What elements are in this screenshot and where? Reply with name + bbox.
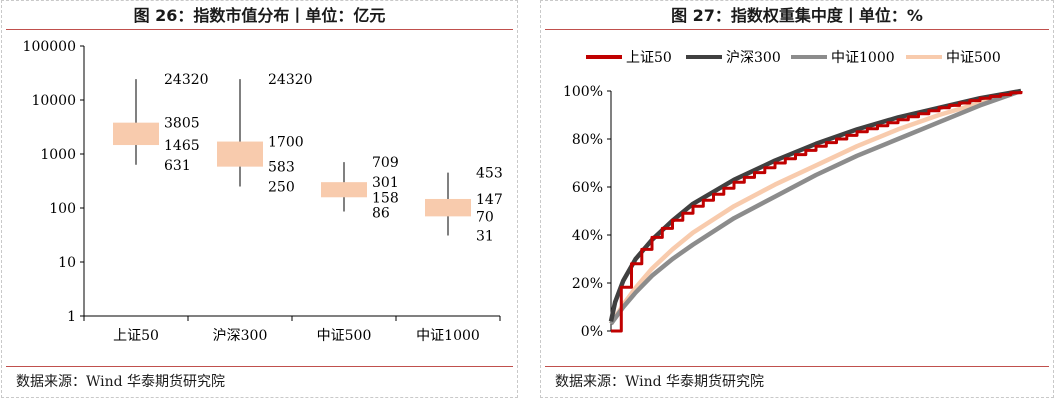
data-label: 631 (164, 158, 191, 174)
weight-concentration-panel: 图 27：指数权重集中度丨单位：% 0% 20% 40% 60% 80% 100% 上证50… (540, 0, 1054, 398)
data-label: 3805 (164, 116, 200, 132)
y-tick-label: 1 (67, 309, 76, 325)
x-tick-label: 中证1000 (416, 328, 480, 344)
y-tick-label: 20% (572, 276, 603, 292)
source-note: 数据来源：Wind 华泰期货研究院 (555, 374, 765, 390)
source-note: 数据来源：Wind 华泰期货研究院 (16, 374, 226, 390)
y-tick-label: 40% (572, 228, 603, 244)
box-body (217, 141, 263, 167)
legend-label: 沪深300 (726, 50, 781, 66)
data-label: 709 (372, 155, 399, 171)
data-label: 86 (372, 205, 390, 221)
data-label: 24320 (268, 72, 313, 88)
footer-rule (6, 366, 513, 367)
legend-label: 中证500 (946, 50, 1001, 66)
data-label: 1700 (268, 135, 304, 151)
footer-rule (545, 366, 1049, 367)
y-tick-label: 10000 (31, 93, 76, 109)
series-line-上证50 (611, 91, 1023, 333)
box-body (113, 122, 159, 146)
y-tick-label: 1000 (40, 147, 76, 163)
data-label: 147 (476, 192, 503, 208)
data-label: 31 (476, 228, 494, 244)
data-label: 24320 (164, 72, 209, 88)
chart-title: 图 26：指数市值分布丨单位：亿元 (133, 6, 386, 25)
y-tick-label: 100 (49, 201, 76, 217)
data-label: 583 (268, 160, 295, 176)
title-rule (545, 29, 1049, 30)
data-label: 250 (268, 180, 295, 196)
series-line-沪深300 (608, 88, 1022, 322)
y-tick-label: 100000 (23, 39, 76, 55)
title-rule (6, 29, 513, 30)
data-label: 301 (372, 175, 399, 191)
x-tick-label: 中证500 (317, 328, 372, 344)
legend-label: 上证50 (626, 50, 672, 66)
x-tick-label: 上证50 (113, 328, 159, 344)
box-body (321, 182, 367, 198)
x-tick-label: 沪深300 (213, 328, 268, 344)
y-tick-label: 10 (58, 255, 76, 271)
data-label: 70 (476, 209, 494, 225)
data-label: 158 (372, 190, 399, 206)
data-label: 1465 (164, 138, 200, 154)
y-tick-label: 80% (572, 132, 603, 148)
data-label: 453 (476, 166, 503, 182)
chart-title: 图 27：指数权重集中度丨单位：% (671, 6, 923, 25)
y-tick-label: 60% (572, 180, 603, 196)
y-tick-label: 100% (563, 84, 603, 100)
series-line-中证1000 (609, 88, 1022, 326)
market-cap-box-chart: 1 10 100 1000 10000 100000 上证50 24320 3805 1465 63… (23, 39, 503, 344)
legend-label: 中证1000 (831, 50, 895, 66)
y-tick-label: 0% (581, 324, 603, 340)
weight-concentration-line-chart: 0% 20% 40% 60% 80% 100% 上证50 沪深300 中证1000 中证500 (563, 50, 1023, 340)
series-line-中证500 (609, 88, 1022, 326)
box-body (425, 198, 471, 217)
market-cap-panel: 图 26：指数市值分布丨单位：亿元 1 10 100 1000 10000 100000 上… (1, 0, 518, 398)
